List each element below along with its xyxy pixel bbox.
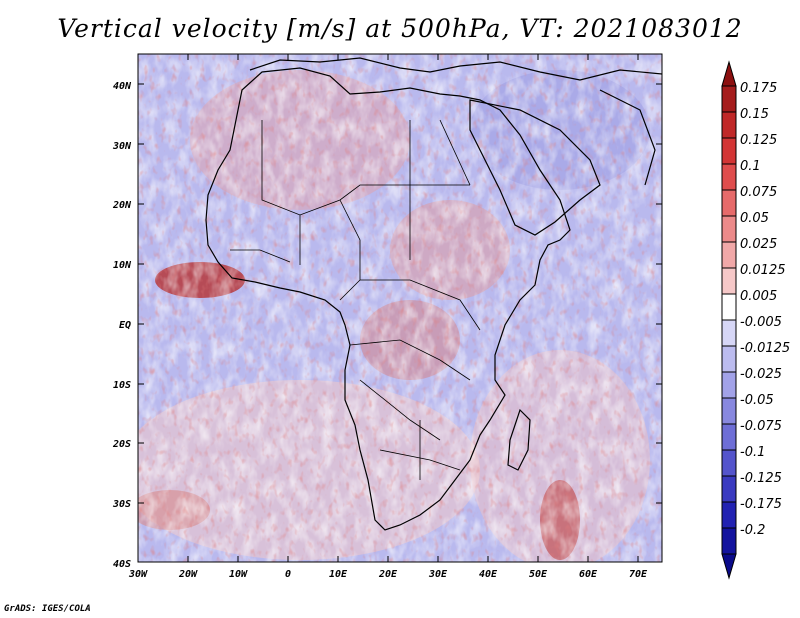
colorbar-swatch bbox=[721, 163, 737, 191]
colorbar-label: -0.05 bbox=[740, 393, 774, 408]
colorbar-swatch bbox=[721, 345, 737, 373]
colorbar-label: -0.175 bbox=[740, 497, 782, 512]
lat-tick-label: 40S bbox=[113, 559, 131, 570]
lon-tick-label: 40E bbox=[479, 569, 498, 580]
colorbar-swatch bbox=[721, 501, 737, 529]
colorbar-label: 0.05 bbox=[740, 211, 769, 226]
colorbar-swatch bbox=[721, 371, 737, 399]
lat-tick-label: EQ bbox=[119, 320, 131, 331]
colorbar-label: 0.0125 bbox=[740, 263, 786, 278]
colorbar-swatch bbox=[721, 527, 737, 555]
lon-tick-label: 10W bbox=[229, 569, 248, 580]
longitude-axis: 30W 20W 10W 0 10E 20E 30E 40E 50E 60E 70… bbox=[128, 569, 648, 580]
colorbar-label: 0.025 bbox=[740, 237, 777, 252]
lat-tick-label: 20N bbox=[112, 200, 132, 211]
colorbar-swatch bbox=[721, 85, 737, 113]
velocity-field bbox=[138, 54, 662, 562]
colorbar-swatch bbox=[721, 423, 737, 451]
colorbar-swatch bbox=[721, 215, 737, 243]
colorbar-swatch bbox=[721, 475, 737, 503]
colorbar-label: 0.125 bbox=[740, 133, 777, 148]
plot-frame bbox=[137, 53, 663, 563]
colorbar-bottom-arrow bbox=[721, 553, 737, 580]
colorbar-swatch bbox=[721, 137, 737, 165]
lat-tick-label: 10N bbox=[113, 260, 132, 271]
colorbar-swatch bbox=[721, 319, 737, 347]
map-title: Vertical velocity [m/s] at 500hPa, VT: 2… bbox=[57, 14, 743, 43]
colorbar-label: -0.2 bbox=[740, 523, 765, 538]
lon-tick-label: 50E bbox=[529, 569, 548, 580]
colorbar-label: 0.1 bbox=[740, 159, 761, 174]
colorbar-swatch bbox=[721, 293, 737, 321]
lon-tick-label: 20E bbox=[378, 569, 398, 580]
colorbar-label: -0.075 bbox=[740, 419, 782, 434]
colorbar: 0.175 0.15 0.125 0.1 0.075 0.05 0.025 0.0125 0.0… bbox=[721, 60, 790, 580]
colorbar-swatch bbox=[721, 111, 737, 139]
lon-tick-label: 30W bbox=[128, 569, 148, 580]
colorbar-label: 0.075 bbox=[740, 185, 777, 200]
colorbar-top-arrow bbox=[721, 60, 737, 87]
colorbar-label: -0.1 bbox=[740, 445, 765, 460]
latitude-axis: 40N 30N 20N 10N EQ 10S 20S 30S 40S bbox=[112, 81, 132, 570]
lon-tick-label: 60E bbox=[579, 569, 598, 580]
latitude-ticks bbox=[138, 83, 662, 504]
lat-tick-label: 30N bbox=[112, 141, 132, 152]
colorbar-label: -0.0125 bbox=[740, 341, 790, 356]
colorbar-swatch bbox=[721, 449, 737, 477]
colorbar-swatch bbox=[721, 241, 737, 269]
country-borders bbox=[230, 119, 481, 480]
lat-tick-label: 10S bbox=[113, 380, 131, 391]
colorbar-label: 0.175 bbox=[740, 81, 777, 96]
colorbar-swatch bbox=[721, 397, 737, 425]
colorbar-swatch bbox=[721, 189, 737, 217]
colorbar-label: 0.005 bbox=[740, 289, 777, 304]
lon-tick-label: 30E bbox=[428, 569, 448, 580]
colorbar-label: 0.15 bbox=[740, 107, 769, 122]
lat-tick-label: 20S bbox=[112, 439, 131, 450]
colorbar-label: -0.025 bbox=[740, 367, 782, 382]
lon-tick-label: 0 bbox=[285, 569, 291, 580]
longitude-ticks bbox=[187, 54, 639, 562]
lon-tick-label: 10E bbox=[329, 569, 348, 580]
credit-text: GrADS: IGES/COLA bbox=[4, 604, 91, 614]
lon-tick-label: 20W bbox=[178, 569, 198, 580]
colorbar-label: -0.005 bbox=[740, 315, 782, 330]
colorbar-label: -0.125 bbox=[740, 471, 782, 486]
coastlines bbox=[205, 57, 662, 531]
lon-tick-label: 70E bbox=[629, 569, 648, 580]
lat-tick-label: 30S bbox=[112, 499, 131, 510]
colorbar-swatch bbox=[721, 267, 737, 295]
lat-tick-label: 40N bbox=[113, 81, 132, 92]
